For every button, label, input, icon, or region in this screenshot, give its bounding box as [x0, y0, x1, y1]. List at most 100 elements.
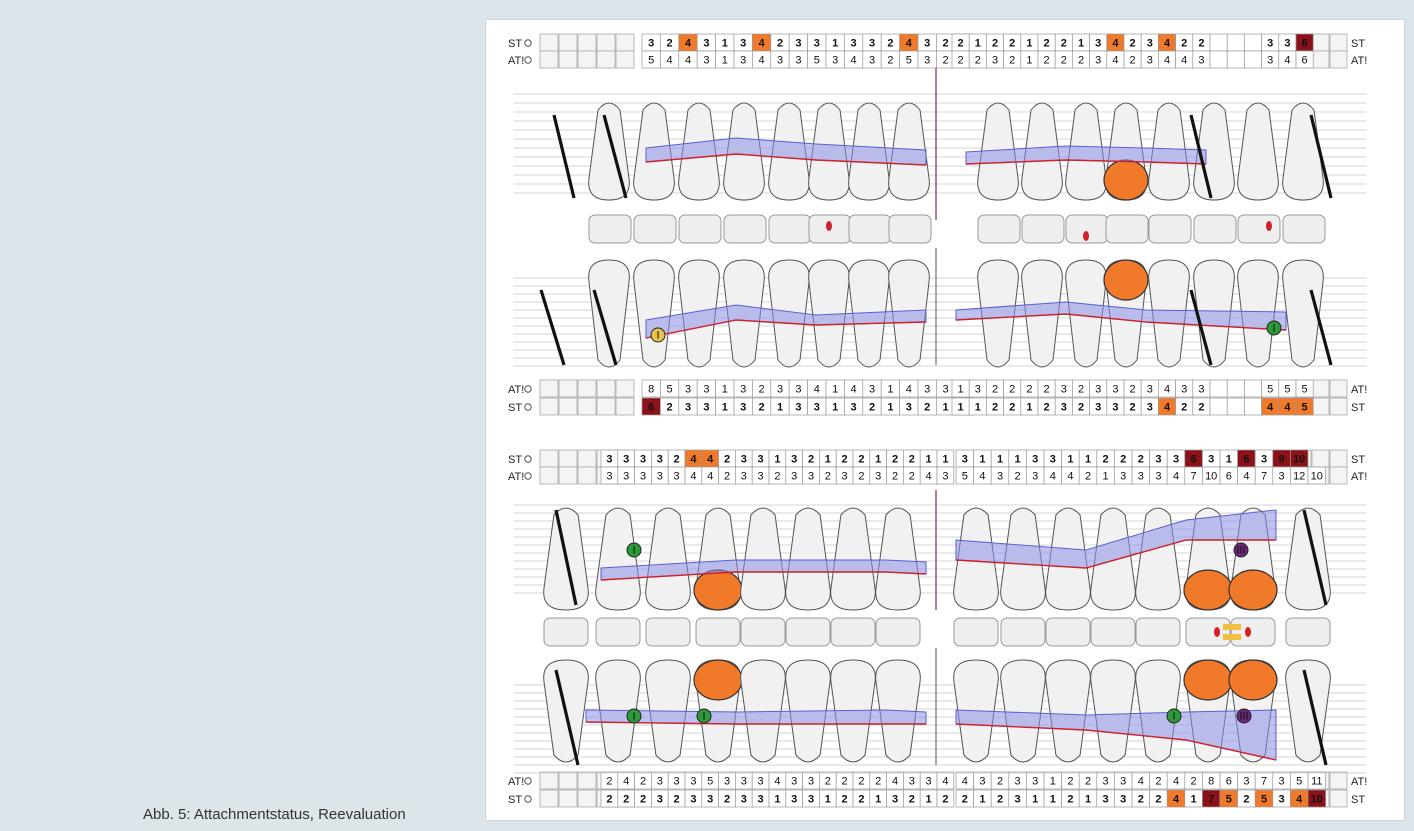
periodontal-chart: ST AT! ST AT! AT! ST AT! ST ST AT! ST AT! AT! ST AT! ST… [486, 20, 1404, 820]
occlusal-view [768, 214, 812, 244]
measure-value: 2 [1067, 794, 1073, 806]
measure-value: 1 [975, 402, 981, 414]
measure-value: 4 [1173, 471, 1179, 483]
gear-icon [524, 455, 532, 463]
measure-value: 3 [1138, 471, 1144, 483]
extracted-tooth-slash [552, 114, 576, 199]
row-label-left: AT! [508, 384, 524, 396]
measure-value: 2 [777, 38, 783, 50]
gingiva-line [955, 723, 1277, 761]
crown [693, 569, 743, 611]
measure-value: 1 [722, 55, 728, 67]
gear-icon [524, 795, 532, 803]
measure-value: 3 [623, 454, 629, 466]
measure-value: 3 [851, 38, 857, 50]
measure-value: 4 [707, 454, 714, 466]
measure-cell [1295, 50, 1314, 69]
measure-value: 4 [1050, 471, 1056, 483]
measure-value: 5 [667, 384, 673, 396]
furcation-label: I [1272, 323, 1275, 335]
measure-value: 3 [791, 471, 797, 483]
empty-cell [539, 466, 559, 485]
measure-value: 2 [1078, 402, 1084, 414]
measure-value: 3 [869, 38, 875, 50]
measure-value: 2 [1130, 38, 1136, 50]
measure-value: 4 [1112, 38, 1119, 50]
measure-cell [1307, 466, 1326, 485]
measure-value: 2 [1181, 38, 1187, 50]
measure-value: 3 [795, 38, 801, 50]
empty-cell [577, 466, 597, 485]
measure-cell [936, 789, 955, 808]
measure-value: 2 [887, 38, 893, 50]
occlusal-view [588, 214, 632, 244]
empty-cell [577, 449, 597, 468]
occlusal-view [953, 617, 999, 647]
measure-value: 2 [1130, 55, 1136, 67]
measure-value: 2 [724, 454, 730, 466]
row-label-right: AT! [1351, 384, 1367, 396]
occlusal-view [645, 617, 691, 647]
occlusal-view [595, 617, 641, 647]
furcation-marker [696, 708, 712, 724]
empty-cell [558, 50, 578, 69]
measure-value: 3 [657, 454, 663, 466]
extracted-tooth-slash [1309, 114, 1333, 199]
measure-value: 4 [1173, 776, 1179, 788]
measure-value: 3 [777, 384, 783, 396]
measure-value: 1 [774, 454, 780, 466]
tooth [1285, 507, 1331, 611]
measure-value: 11 [1311, 776, 1322, 788]
tooth [1282, 259, 1324, 368]
empty-cell [577, 33, 597, 52]
measure-value: 3 [832, 55, 838, 67]
measure-value: 2 [1138, 454, 1144, 466]
measure-value: 2 [909, 794, 915, 806]
measure-value: 3 [1120, 471, 1126, 483]
measure-value: 3 [943, 384, 949, 396]
measure-value: 3 [1147, 402, 1153, 414]
measure-value: 3 [1120, 776, 1126, 788]
measure-value: 3 [657, 776, 663, 788]
measure-value: 4 [759, 55, 765, 67]
measure-value: 3 [842, 471, 848, 483]
occlusal-view [543, 617, 589, 647]
measure-value: 2 [1155, 776, 1161, 788]
measure-value: 3 [758, 471, 764, 483]
measure-value: 4 [1243, 471, 1249, 483]
measure-value: 2 [887, 55, 893, 67]
occlusal-view [633, 214, 677, 244]
marker-dot [1245, 627, 1251, 637]
measure-value: 3 [1173, 454, 1179, 466]
tooth [1285, 659, 1331, 763]
furcation-marker [1233, 542, 1249, 558]
measure-value: 3 [740, 384, 746, 396]
tooth-outline [808, 259, 850, 368]
measure-value: 3 [979, 776, 985, 788]
measure-value: 3 [1267, 38, 1273, 50]
measure-cell [1226, 397, 1245, 416]
measure-value: 3 [640, 454, 646, 466]
measure-value: 2 [1026, 384, 1032, 396]
measure-value: 4 [1164, 384, 1170, 396]
marker-dot [1214, 627, 1220, 637]
tooth-outline [1045, 659, 1091, 763]
measure-value: 2 [892, 471, 898, 483]
tooth-outline [1282, 102, 1324, 201]
tooth-outline [1285, 507, 1331, 611]
measure-value: 3 [1061, 402, 1067, 414]
measure-value: 2 [825, 471, 831, 483]
measure-value: 3 [623, 471, 629, 483]
measure-value: 6 [1226, 471, 1232, 483]
measure-value: 1 [825, 794, 831, 806]
measure-value: 3 [808, 471, 814, 483]
tooth [830, 507, 876, 611]
measure-value: 6 [1243, 454, 1249, 466]
measure-value: 1 [832, 384, 838, 396]
tooth-outline [1237, 102, 1279, 201]
measure-value: 4 [1112, 55, 1118, 67]
occlusal-view [1193, 214, 1237, 244]
empty-cell [615, 33, 635, 52]
measure-value: 1 [825, 454, 831, 466]
measure-value: 3 [1032, 454, 1038, 466]
